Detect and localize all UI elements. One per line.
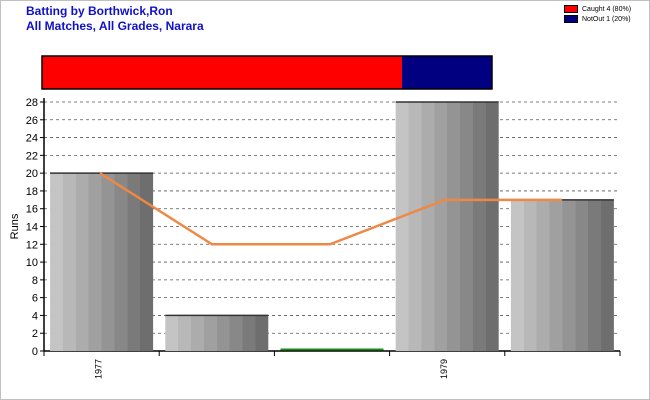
dismissal-segment-notout: [402, 56, 492, 89]
bar: [510, 199, 614, 351]
y-tick-label: 6: [32, 293, 38, 305]
y-tick-label: 26: [26, 115, 38, 127]
chart-subtitle: All Matches, All Grades, Narara: [26, 19, 204, 33]
y-tick-label: 4: [32, 310, 38, 322]
x-tick-label: 1977: [94, 359, 104, 379]
dismissal-segment-caught: [42, 56, 402, 89]
legend-swatch-caught: [564, 5, 578, 13]
y-axis-label: Runs: [9, 213, 21, 239]
y-tick-label: 12: [26, 239, 38, 251]
y-tick-label: 10: [26, 257, 38, 269]
legend: Caught 4 (80%) NotOut 1 (20%): [564, 4, 631, 24]
y-tick-label: 18: [26, 186, 38, 198]
y-tick-label: 24: [26, 133, 38, 145]
y-tick-label: 14: [26, 222, 38, 234]
bar: [395, 102, 499, 351]
y-tick-label: 28: [26, 97, 38, 109]
legend-item-notout: NotOut 1 (20%): [564, 14, 631, 24]
y-tick-label: 22: [26, 150, 38, 162]
legend-label-caught: Caught 4 (80%): [582, 5, 632, 13]
legend-label-notout: NotOut 1 (20%): [582, 15, 631, 23]
legend-swatch-notout: [564, 15, 578, 23]
chart-title: Batting by Borthwick,Ron: [26, 4, 173, 18]
bar: [50, 173, 154, 351]
average-line: [99, 172, 562, 246]
y-tick-label: 2: [32, 328, 38, 340]
legend-item-caught: Caught 4 (80%): [564, 4, 631, 14]
dismissal-bar-outline: [41, 55, 493, 90]
y-tick-label: 0: [32, 346, 38, 358]
y-tick-label: 20: [26, 168, 38, 180]
bar: [165, 315, 269, 351]
y-tick-label: 8: [32, 275, 38, 287]
y-tick-label: 16: [26, 204, 38, 216]
x-tick-label: 1979: [439, 359, 449, 379]
